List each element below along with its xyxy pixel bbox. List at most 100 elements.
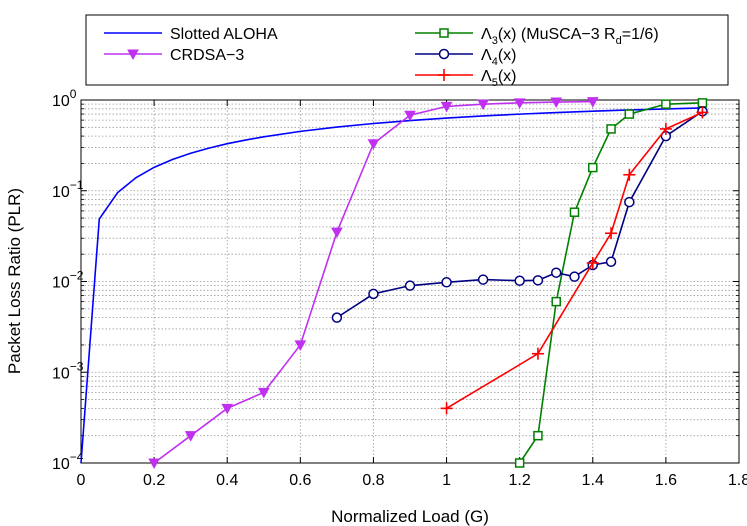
y-tick-label: 10−4: [52, 450, 84, 473]
data-point: [148, 458, 160, 470]
legend-rest: (x): [498, 68, 517, 85]
data-point: [605, 227, 618, 240]
y-tick-label: 100: [52, 87, 77, 110]
x-tick-label: 1.6: [655, 472, 677, 489]
y-tick-exponent: −3: [70, 359, 84, 373]
legend-entry-1: CRDSA−3: [104, 47, 244, 64]
x-tick-label: 1.8: [728, 472, 747, 489]
legend-rest2: =1/6): [622, 26, 659, 43]
x-tick-label: 0: [77, 472, 86, 489]
series-line: [336, 110, 703, 319]
y-tick-label: 10−2: [52, 269, 84, 292]
data-point: [257, 387, 270, 399]
legend-entry-2: Λ3(x) (MuSCA−3 Rd=1/6): [415, 26, 659, 47]
legend-main: CRDSA−3: [170, 47, 244, 64]
data-point: [477, 99, 489, 111]
x-tick-label: 0.4: [216, 472, 238, 489]
legend-label: Λ3(x) (MuSCA−3 Rd=1/6): [481, 26, 659, 47]
data-point: [441, 277, 452, 288]
x-tick-label: 0.6: [289, 472, 311, 489]
data-point: [438, 69, 450, 81]
legend-entry-3: Λ4(x): [415, 47, 516, 68]
data-point: [697, 98, 708, 108]
data-point: [184, 431, 197, 442]
data-point: [127, 49, 139, 61]
y-tick-base: 10: [52, 184, 70, 201]
data-point: [659, 122, 672, 135]
axis-ticks: 0 0.2 0.4 0.6 0.8 1 1.2 1.4 1.6 1.810−410−310−210…: [52, 87, 747, 489]
legend-main: Λ: [481, 26, 492, 43]
legend-rest: (x) (MuSCA−3 R: [498, 26, 616, 43]
data-point: [624, 109, 635, 119]
series-line: [446, 111, 703, 410]
data-point: [331, 312, 343, 323]
x-tick-label: 1.2: [509, 472, 531, 489]
legend-label: Λ4(x): [481, 47, 516, 68]
legend-main: Λ: [481, 68, 492, 85]
data-point: [221, 403, 234, 415]
legend-sub: 3: [492, 35, 498, 47]
data-point: [367, 139, 380, 150]
data-point: [532, 275, 544, 286]
series-layer: [80, 97, 709, 470]
series-line: [80, 107, 703, 464]
y-tick-base: 10: [52, 456, 70, 473]
data-point: [368, 288, 379, 300]
data-point: [569, 207, 580, 217]
legend-sub: 4: [492, 56, 498, 68]
y-tick-exponent: −1: [70, 178, 84, 192]
data-point: [514, 275, 525, 286]
y-tick-base: 10: [52, 93, 70, 110]
data-point: [624, 196, 635, 208]
data-point: [586, 97, 599, 108]
data-point: [533, 430, 543, 441]
y-tick-exponent: −4: [70, 450, 84, 464]
data-point: [605, 256, 617, 268]
data-point: [331, 227, 343, 239]
series-4: [440, 106, 709, 415]
series-0: [80, 107, 703, 464]
data-point: [661, 99, 671, 109]
legend-entry-4: Λ5(x): [415, 68, 516, 89]
data-point: [531, 347, 544, 360]
legend-label: Slotted ALOHA: [170, 26, 278, 43]
x-tick-label: 1: [442, 472, 451, 489]
legend-box: [85, 14, 729, 86]
y-tick-exponent: 0: [70, 87, 77, 101]
series-line: [519, 102, 703, 464]
data-point: [404, 110, 416, 122]
legend-rest: (x): [498, 47, 517, 64]
data-point: [623, 168, 636, 181]
series-2: [514, 98, 708, 468]
legend-sub: 5: [492, 77, 498, 89]
data-point: [550, 97, 563, 109]
legend-label: Λ5(x): [481, 68, 516, 89]
data-point: [439, 28, 449, 38]
data-point: [588, 162, 598, 173]
data-point: [438, 48, 450, 60]
data-point: [477, 274, 489, 285]
legend-sub2: d: [616, 35, 622, 47]
data-point: [294, 340, 307, 351]
legend-main: Λ: [481, 47, 492, 64]
data-point: [440, 402, 453, 415]
data-point: [404, 280, 416, 291]
data-point: [440, 101, 453, 113]
y-tick-label: 10−3: [52, 359, 84, 382]
x-tick-label: 0.8: [362, 472, 384, 489]
legend-label: CRDSA−3: [170, 47, 244, 64]
data-point: [551, 296, 561, 307]
series-1: [148, 97, 599, 470]
data-point: [550, 267, 562, 278]
x-tick-label: 1.4: [582, 472, 604, 489]
data-point: [696, 106, 709, 119]
data-point: [569, 271, 580, 282]
y-axis-label: Packet Loss Ratio (PLR): [5, 188, 24, 374]
data-point: [513, 98, 526, 109]
data-point: [606, 124, 616, 134]
legend-entry-0: Slotted ALOHA: [104, 26, 278, 43]
x-axis-label: Normalized Load (G): [331, 507, 489, 526]
data-point: [586, 256, 599, 269]
